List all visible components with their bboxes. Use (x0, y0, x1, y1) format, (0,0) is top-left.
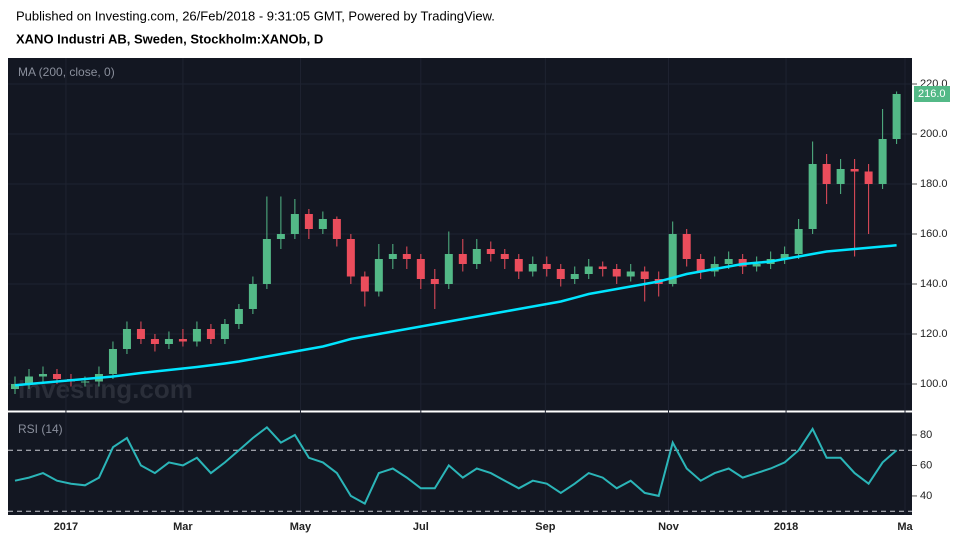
x-tick-label: Ma (897, 521, 913, 533)
candle-body (178, 339, 187, 342)
candle-body (374, 259, 383, 292)
x-tick-label: Mar (173, 521, 193, 533)
candle-body (248, 284, 257, 309)
symbol-title: XANO Industri AB, Sweden, Stockholm:XANO… (16, 31, 323, 46)
last-price-box (914, 86, 950, 102)
x-tick-label: 2017 (54, 521, 78, 533)
x-tick-label: 2018 (774, 521, 798, 533)
candle-body (528, 264, 537, 272)
candle-body (150, 339, 159, 344)
candle-body (696, 259, 705, 272)
candle-body (486, 249, 495, 254)
candle-body (122, 329, 131, 349)
published-line: Published on Investing.com, 26/Feb/2018 … (16, 8, 495, 23)
rsi-legend: RSI (14) (18, 422, 63, 436)
candle-body (136, 329, 145, 339)
x-tick-label: May (290, 521, 312, 533)
candle-body (794, 229, 803, 254)
candle-body (318, 219, 327, 229)
candle-body (388, 254, 397, 259)
y-tick-label: 140.0 (920, 278, 948, 290)
candle-body (360, 276, 369, 292)
candle-body (458, 254, 467, 264)
candle-body (640, 271, 649, 279)
candle-body (808, 164, 817, 229)
candle-body (38, 374, 47, 377)
candle-body (626, 271, 635, 277)
candle-body (430, 279, 439, 284)
candle-body (24, 376, 33, 384)
candle-body (220, 324, 229, 339)
candle-body (500, 254, 509, 259)
candle-body (472, 249, 481, 264)
candle-body (612, 269, 621, 277)
y-tick-label: 120.0 (920, 328, 948, 340)
candle-body (192, 329, 201, 342)
rsi-line (14, 425, 898, 505)
candle-body (108, 349, 117, 374)
candle-body (346, 239, 355, 277)
candle-body (290, 214, 299, 234)
candle-body (80, 381, 89, 383)
candle-body (682, 234, 691, 259)
x-tick-label: Sep (535, 521, 555, 533)
candle-body (206, 329, 215, 339)
candle-body (402, 254, 411, 259)
y-tick-label: 80 (920, 429, 932, 441)
candle-body (892, 94, 901, 139)
candle-body (584, 266, 593, 274)
candle-body (570, 274, 579, 279)
y-tick-label: 180.0 (920, 178, 948, 190)
candle-body (822, 164, 831, 184)
candle-body (836, 169, 845, 184)
candle-body (444, 254, 453, 284)
candle-body (864, 171, 873, 184)
x-tick-label: Jul (413, 521, 429, 533)
y-tick-label: 40 (920, 490, 932, 502)
y-tick-label: 60 (920, 459, 932, 471)
candle-body (542, 264, 551, 269)
candle-body (304, 214, 313, 229)
y-tick-label: 160.0 (920, 228, 948, 240)
plot-background (8, 58, 912, 515)
last-price-label: 216.0 (918, 88, 946, 100)
watermark: Investing.com (18, 374, 193, 404)
x-tick-label: Nov (658, 521, 680, 533)
candle-body (724, 259, 733, 264)
y-tick-label: 200.0 (920, 128, 948, 140)
candle-body (262, 239, 271, 284)
candle-body (752, 264, 761, 267)
candle-body (276, 234, 285, 239)
y-tick-label: 100.0 (920, 378, 948, 390)
candle-body (514, 259, 523, 272)
candle-body (416, 259, 425, 279)
candle-body (332, 219, 341, 239)
candle-body (164, 339, 173, 344)
ma-line (14, 244, 897, 387)
candle-body (598, 266, 607, 269)
candle-body (234, 309, 243, 324)
candle-body (668, 234, 677, 284)
candle-body (10, 384, 19, 389)
candle-body (556, 269, 565, 279)
candle-body (780, 254, 789, 259)
candle-body (52, 374, 61, 379)
candle-body (850, 169, 859, 172)
candle-body (878, 139, 887, 184)
